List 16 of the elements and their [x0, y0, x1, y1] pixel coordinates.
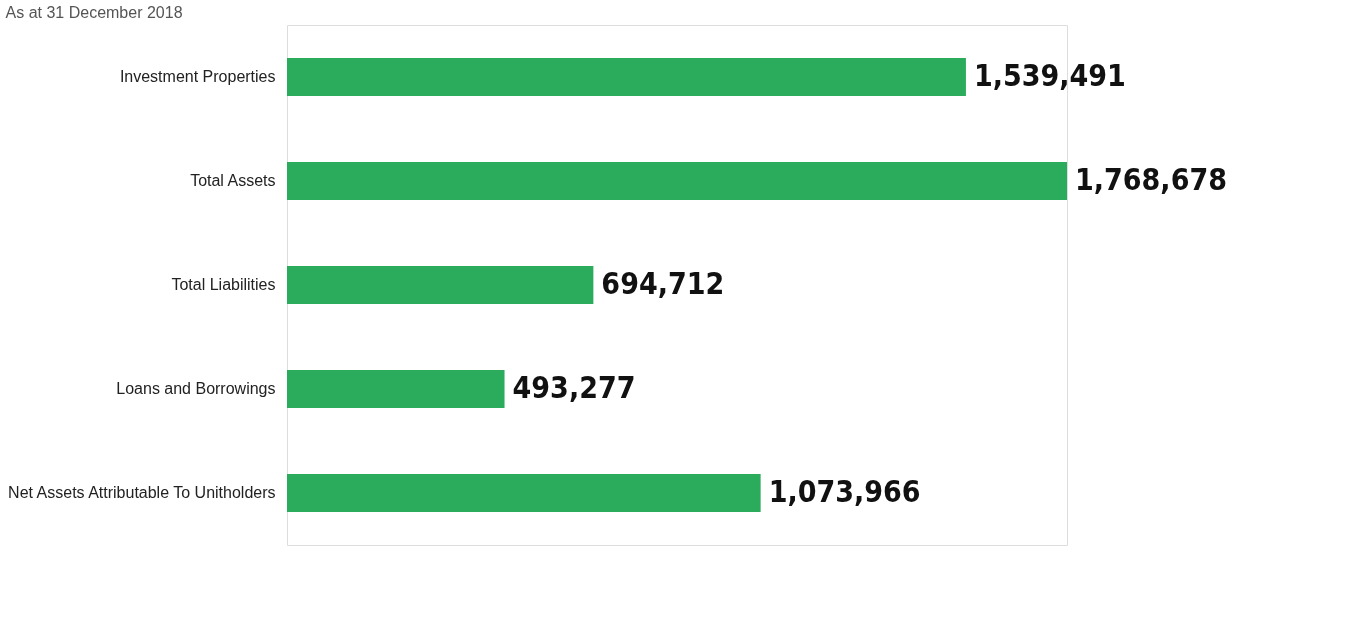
y-tick-label: Investment Properties [119, 68, 276, 85]
bar [287, 58, 966, 96]
data-label: 1,539,491 [973, 58, 1126, 93]
text: As at 31 December 2018 [5, 4, 183, 21]
data-label: 694,712 [601, 266, 725, 301]
bar [287, 474, 761, 512]
bar [287, 370, 505, 408]
bar [287, 266, 594, 304]
data-label: 493,277 [512, 370, 636, 405]
y-tick-label: Net Assets Attributable To Unitholders [8, 484, 276, 501]
y-tick-label: Total Assets [190, 172, 276, 189]
bar [287, 162, 1067, 200]
data-label: 1,768,678 [1075, 162, 1227, 197]
y-tick-label: Total Liabilities [171, 276, 276, 293]
data-label: 1,073,966 [768, 474, 921, 509]
y-tick-label: Loans and Borrowings [116, 380, 276, 397]
